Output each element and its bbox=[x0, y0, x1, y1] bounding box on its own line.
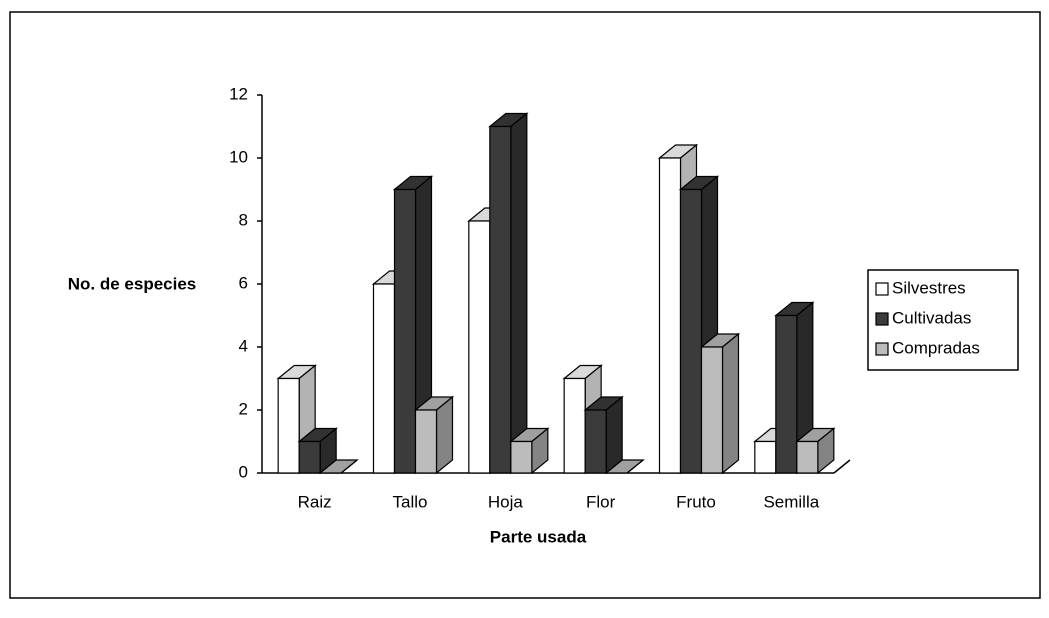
bar bbox=[277, 377, 300, 474]
x-tick-label: Flor bbox=[586, 492, 616, 511]
bar-side bbox=[721, 332, 740, 475]
floor-edge bbox=[833, 459, 851, 474]
bar bbox=[563, 377, 586, 474]
x-tick-label: Semilla bbox=[763, 492, 819, 511]
x-axis-title: Parte usada bbox=[490, 527, 587, 546]
x-tick-label: Fruto bbox=[676, 492, 716, 511]
legend-swatch bbox=[875, 282, 889, 296]
bar-top bbox=[318, 459, 359, 474]
bar bbox=[796, 440, 819, 474]
y-tick-label: 10 bbox=[229, 147, 248, 166]
bar bbox=[414, 409, 438, 474]
x-tick-label: Hoja bbox=[488, 492, 524, 511]
y-tick-label: 12 bbox=[229, 84, 248, 103]
y-tick-label: 2 bbox=[239, 399, 248, 418]
legend-box bbox=[867, 269, 1019, 371]
y-tick-label: 4 bbox=[239, 336, 248, 355]
bar bbox=[679, 188, 703, 474]
bar bbox=[489, 125, 512, 474]
bar bbox=[298, 440, 321, 474]
legend-swatch bbox=[875, 312, 889, 326]
y-axis-title: No. de especies bbox=[68, 274, 197, 293]
bar bbox=[372, 283, 396, 474]
y-tick-label: 0 bbox=[239, 462, 248, 481]
bar-side bbox=[510, 112, 528, 475]
bar bbox=[393, 188, 417, 474]
legend-label: Compradas bbox=[892, 338, 980, 357]
legend-label: Silvestres bbox=[892, 278, 966, 297]
x-tick-label: Raiz bbox=[298, 492, 332, 511]
legend-swatch bbox=[875, 342, 889, 356]
bar bbox=[658, 157, 682, 474]
bar bbox=[775, 314, 798, 474]
bar-side bbox=[435, 395, 454, 475]
y-tick-label: 6 bbox=[239, 273, 248, 292]
bar bbox=[510, 440, 533, 474]
bar bbox=[700, 346, 724, 474]
bar bbox=[754, 440, 777, 474]
legend-label: Cultivadas bbox=[892, 308, 971, 327]
bar bbox=[468, 220, 491, 474]
y-tick-label: 8 bbox=[239, 210, 248, 229]
bar-top bbox=[604, 459, 645, 474]
bar bbox=[584, 409, 607, 474]
x-tick-label: Tallo bbox=[393, 492, 428, 511]
